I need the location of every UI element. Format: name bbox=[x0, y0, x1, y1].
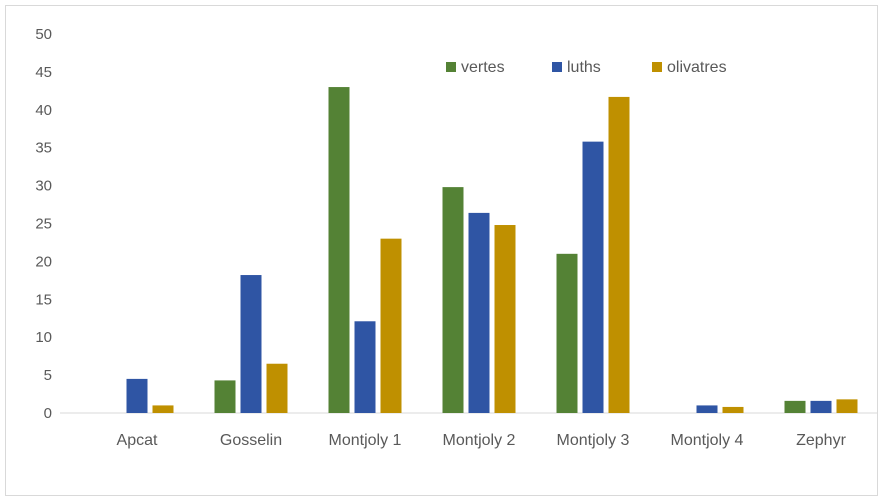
bar-vertes bbox=[442, 187, 464, 413]
bar-luths bbox=[696, 405, 718, 413]
y-tick-label: 30 bbox=[35, 178, 52, 195]
x-category-label: Montjoly 3 bbox=[557, 432, 630, 449]
y-tick-label: 15 bbox=[35, 291, 52, 308]
bar-olivatres bbox=[722, 406, 744, 413]
bar-vertes bbox=[784, 400, 806, 413]
bar-luths bbox=[810, 400, 832, 413]
x-category-label: Montjoly 4 bbox=[671, 432, 744, 449]
bar-vertes bbox=[328, 87, 350, 413]
legend-label-olivatres: olivatres bbox=[667, 59, 727, 76]
legend-swatch-vertes bbox=[446, 62, 456, 72]
y-tick-label: 25 bbox=[35, 216, 52, 233]
y-tick-label: 0 bbox=[44, 405, 52, 422]
x-category-label: Zephyr bbox=[796, 432, 846, 449]
bar-luths bbox=[240, 275, 262, 413]
y-tick-label: 10 bbox=[35, 329, 52, 346]
bar-series-group bbox=[126, 87, 858, 414]
y-tick-label: 20 bbox=[35, 253, 52, 270]
legend-swatch-luths bbox=[552, 62, 562, 72]
y-tick-label: 35 bbox=[35, 140, 52, 157]
bar-luths bbox=[126, 378, 148, 413]
bar-olivatres bbox=[266, 363, 288, 413]
bar-olivatres bbox=[494, 225, 516, 413]
x-category-label: Montjoly 2 bbox=[443, 432, 516, 449]
bar-luths bbox=[354, 321, 376, 413]
bar-vertes bbox=[556, 253, 578, 413]
x-axis-category-labels: Apcat Gosselin Montjoly 1 Montjoly 2 Montjol… bbox=[117, 432, 847, 449]
bar-vertes bbox=[214, 380, 236, 413]
y-tick-label: 5 bbox=[44, 367, 52, 384]
bar-olivatres bbox=[836, 399, 858, 413]
y-tick-label: 45 bbox=[35, 64, 52, 81]
y-axis-tick-labels: 0 5 10 15 20 25 30 35 40 45 50 bbox=[35, 26, 52, 422]
y-tick-label: 50 bbox=[35, 26, 52, 43]
legend-label-vertes: vertes bbox=[461, 59, 505, 76]
bar-olivatres bbox=[380, 238, 402, 413]
legend: vertes luths olivatres bbox=[446, 59, 727, 76]
bar-olivatres bbox=[608, 96, 630, 413]
x-category-label: Apcat bbox=[117, 432, 158, 449]
legend-swatch-olivatres bbox=[652, 62, 662, 72]
legend-label-luths: luths bbox=[567, 59, 601, 76]
x-category-label: Montjoly 1 bbox=[329, 432, 402, 449]
bar-luths bbox=[468, 212, 490, 413]
chart-frame bbox=[5, 5, 878, 496]
y-tick-label: 40 bbox=[35, 102, 52, 119]
bar-olivatres bbox=[152, 405, 174, 413]
bar-luths bbox=[582, 141, 604, 414]
x-category-label: Gosselin bbox=[220, 432, 282, 449]
